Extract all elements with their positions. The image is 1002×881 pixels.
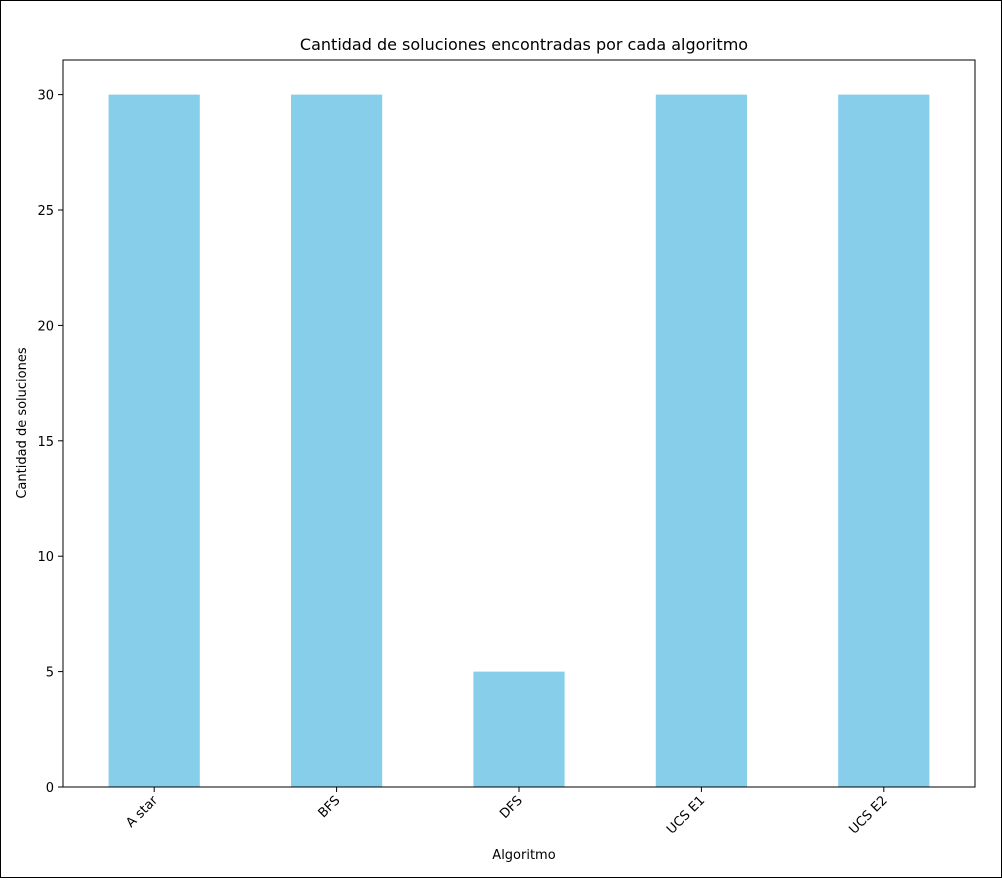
y-tick-label: 0 — [46, 781, 54, 796]
bar-ucs-e2 — [838, 94, 930, 788]
plot-area — [108, 94, 930, 788]
bar-dfs — [473, 671, 565, 787]
y-axis-label: Cantidad de soluciones — [15, 347, 30, 499]
y-tick-label: 20 — [37, 319, 54, 334]
x-tick-label: UCS E1 — [664, 793, 708, 837]
x-axis: A star BFS DFS UCS E1 UCS E2 — [123, 787, 891, 837]
chart-title: Cantidad de soluciones encontradas por c… — [300, 35, 748, 54]
y-axis: 0 5 10 15 20 25 30 — [37, 89, 63, 796]
x-tick-label: UCS E2 — [846, 793, 890, 837]
y-tick-label: 30 — [37, 89, 54, 104]
y-tick-label: 10 — [37, 550, 54, 565]
y-tick-label: 5 — [46, 666, 54, 681]
x-axis-label: Algoritmo — [492, 848, 555, 863]
x-tick-label: DFS — [497, 793, 526, 822]
bar-bfs — [291, 94, 383, 788]
x-tick-label: BFS — [316, 793, 344, 821]
x-tick-label: A star — [123, 793, 161, 831]
y-tick-label: 15 — [37, 435, 54, 450]
bar-a-star — [108, 94, 200, 788]
y-tick-label: 25 — [37, 204, 54, 219]
bar-ucs-e1 — [655, 94, 747, 788]
